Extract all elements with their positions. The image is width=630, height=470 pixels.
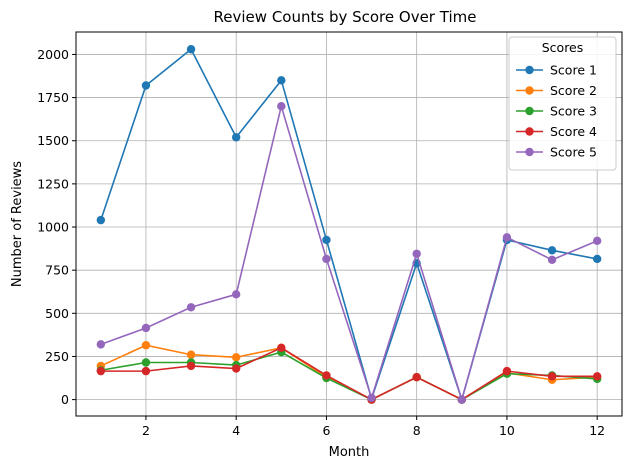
series-line <box>100 351 598 401</box>
x-axis: 2 4 6 8 10 12 <box>142 416 605 438</box>
y-tick-label: 250 <box>45 349 69 364</box>
legend-item: Score 5 <box>516 145 597 160</box>
data-point <box>141 341 151 350</box>
y-axis: 0 250 500 750 1000 1250 1500 1750 2000 <box>37 47 76 407</box>
data-point <box>96 366 106 376</box>
x-tick-label: 10 <box>499 423 515 438</box>
legend-title: Scores <box>542 40 584 55</box>
data-point <box>322 235 331 245</box>
data-point <box>141 358 151 367</box>
data-point <box>141 366 151 376</box>
data-point <box>186 45 196 54</box>
legend-marker <box>525 147 534 157</box>
legend: Scores Score 1 Score 2 Score 3 Score 4 Score … <box>508 36 617 171</box>
y-tick-label: 1500 <box>37 133 69 148</box>
data-point <box>592 254 602 264</box>
legend-label: Score 1 <box>550 63 597 78</box>
y-tick-label: 0 <box>61 392 69 407</box>
data-point <box>547 255 557 265</box>
data-point <box>277 76 286 85</box>
x-tick-label: 8 <box>413 423 421 438</box>
legend-item: Score 4 <box>516 124 597 139</box>
y-tick-label: 750 <box>45 263 69 278</box>
y-tick-label: 500 <box>45 306 69 321</box>
y-tick-label: 1250 <box>37 176 69 191</box>
data-point <box>186 361 196 371</box>
data-point <box>231 290 241 299</box>
y-tick-label: 1750 <box>37 90 69 105</box>
x-tick-label: 12 <box>589 423 605 438</box>
data-point <box>547 372 557 381</box>
x-tick-label: 4 <box>232 423 240 438</box>
x-tick-label: 6 <box>322 423 330 438</box>
series-layer <box>96 45 602 404</box>
data-point <box>412 249 421 258</box>
data-point <box>141 323 151 333</box>
series-4 <box>96 343 602 404</box>
data-point <box>502 366 512 376</box>
legend-label: Score 5 <box>550 145 597 160</box>
legend-item: Score 3 <box>516 104 597 119</box>
data-point <box>231 133 241 142</box>
series-line <box>100 103 598 403</box>
series-line <box>100 346 598 401</box>
legend-marker <box>525 106 534 116</box>
plot-frame <box>75 31 623 417</box>
data-point <box>141 81 151 90</box>
data-point <box>322 254 331 264</box>
data-point <box>367 393 376 403</box>
data-point <box>231 353 241 362</box>
data-point <box>277 343 286 353</box>
legend-label: Score 3 <box>550 104 597 119</box>
data-point <box>592 236 602 246</box>
data-point <box>547 246 557 255</box>
legend-label: Score 4 <box>550 124 597 139</box>
legend-item: Score 1 <box>516 63 597 78</box>
data-point <box>592 372 602 381</box>
data-point <box>502 233 512 242</box>
data-point <box>186 303 196 312</box>
data-point <box>412 372 421 382</box>
legend-label: Score 2 <box>550 83 597 98</box>
data-point <box>231 364 241 373</box>
legend-marker <box>525 65 534 75</box>
series-2 <box>96 341 602 404</box>
data-point <box>322 371 331 380</box>
data-point <box>277 102 286 111</box>
chart-title: Review Counts by Score Over Time <box>214 8 477 26</box>
data-point <box>96 340 106 349</box>
data-point <box>186 350 196 359</box>
x-axis-label: Month <box>329 445 370 460</box>
x-tick-label: 2 <box>142 423 150 438</box>
legend-marker <box>525 127 534 136</box>
data-point <box>96 215 106 225</box>
y-tick-label: 1000 <box>37 220 69 235</box>
y-axis-label: Number of Reviews <box>10 161 25 287</box>
y-tick-label: 2000 <box>37 47 69 62</box>
legend-item: Score 2 <box>516 83 597 98</box>
data-point <box>457 395 467 404</box>
legend-marker <box>525 86 534 95</box>
series-5 <box>96 102 602 404</box>
